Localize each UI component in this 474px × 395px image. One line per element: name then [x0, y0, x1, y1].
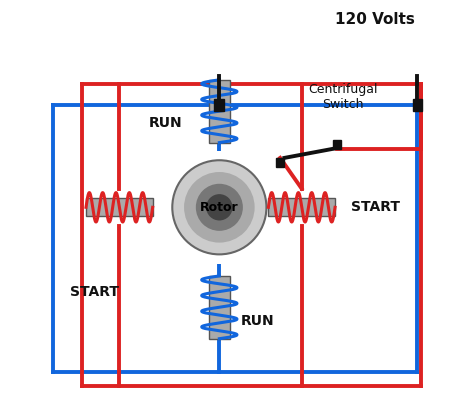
- Text: 120 Volts: 120 Volts: [335, 11, 415, 26]
- Text: START: START: [351, 200, 400, 214]
- Bar: [163, 151, 276, 264]
- Circle shape: [206, 194, 233, 220]
- Bar: [276, 158, 284, 167]
- Bar: [209, 80, 230, 143]
- Bar: [86, 198, 153, 216]
- Bar: [209, 276, 230, 339]
- Text: Rotor: Rotor: [200, 201, 239, 214]
- Text: RUN: RUN: [149, 116, 182, 130]
- Text: RUN: RUN: [241, 314, 274, 328]
- Circle shape: [172, 160, 266, 254]
- Circle shape: [184, 172, 255, 243]
- Text: START: START: [70, 285, 119, 299]
- Text: Centrifugal
Switch: Centrifugal Switch: [308, 83, 378, 111]
- Bar: [412, 100, 422, 111]
- Bar: [268, 198, 335, 216]
- Circle shape: [196, 184, 243, 231]
- Bar: [333, 140, 341, 149]
- Bar: [214, 100, 224, 111]
